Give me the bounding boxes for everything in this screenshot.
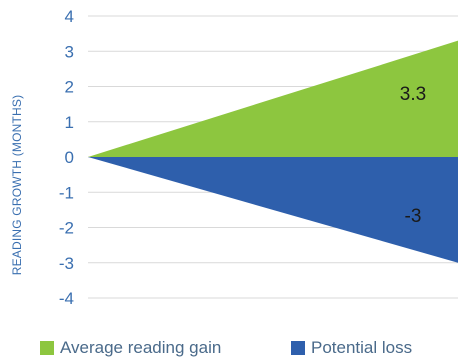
y-axis-ticks: 4 3 2 1 0 -1 -2 -3 -4	[59, 7, 74, 308]
y-tick-label: 4	[65, 7, 74, 26]
y-tick-label: -1	[59, 183, 74, 202]
data-labels: 3.3 -3	[400, 84, 426, 227]
legend-item-loss: Potential loss	[291, 338, 412, 358]
legend-swatch-loss	[291, 341, 305, 355]
series-areas	[88, 40, 458, 263]
legend-item-gain: Average reading gain	[40, 338, 221, 358]
y-tick-label: 3	[65, 42, 74, 61]
area-average-reading-gain	[88, 40, 458, 157]
y-tick-label: -2	[59, 219, 74, 238]
data-label-gain: 3.3	[400, 84, 426, 105]
legend-swatch-gain	[40, 341, 54, 355]
y-axis-label: READING GROWTH (MONTHS)	[10, 95, 24, 276]
y-tick-label: 0	[65, 148, 74, 167]
data-label-loss: -3	[405, 206, 422, 227]
legend-label-loss: Potential loss	[311, 338, 413, 357]
y-tick-label: -3	[59, 254, 74, 273]
y-tick-label: 1	[65, 113, 74, 132]
y-tick-label: -4	[59, 289, 74, 308]
legend-label-gain: Average reading gain	[60, 338, 222, 357]
area-potential-loss	[88, 157, 458, 263]
y-tick-label: 2	[65, 78, 74, 97]
legend: Average reading gain Potential loss	[0, 338, 458, 360]
